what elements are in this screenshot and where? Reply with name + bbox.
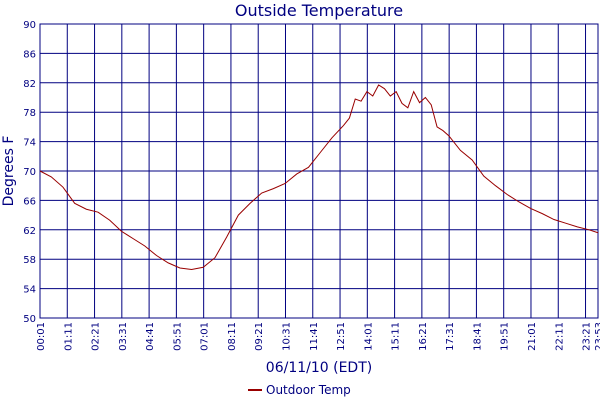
y-tick-label: 86 <box>23 49 36 60</box>
y-tick-label: 90 <box>23 20 36 31</box>
y-tick-label: 66 <box>23 196 36 207</box>
x-tick-label: 08:11 <box>227 322 238 351</box>
x-tick-label: 21:01 <box>527 322 538 351</box>
x-tick-label: 01:11 <box>63 322 74 351</box>
x-tick-label: 00:01 <box>36 322 47 351</box>
x-tick-label: 04:41 <box>145 322 156 351</box>
data-line <box>39 84 599 270</box>
chart-title: Outside Temperature <box>235 1 403 20</box>
y-tick-label: 62 <box>23 226 36 237</box>
y-tick-label: 74 <box>23 138 36 149</box>
x-tick-label: 11:41 <box>309 322 320 351</box>
x-tick-label: 16:21 <box>418 322 429 351</box>
legend-label: Outdoor Temp <box>266 383 351 397</box>
x-tick-label: 19:51 <box>500 322 511 351</box>
x-tick-label: 23:53 <box>594 322 600 351</box>
y-tick-label: 70 <box>23 167 36 178</box>
x-tick-label: 05:51 <box>172 322 183 351</box>
y-axis-label: Degrees F <box>1 136 17 207</box>
y-tick-label: 58 <box>23 255 36 266</box>
x-tick-label: 09:21 <box>254 322 265 351</box>
x-tick-label: 18:41 <box>472 322 483 351</box>
x-tick-label: 14:01 <box>363 322 374 351</box>
x-tick-label: 17:31 <box>445 322 456 351</box>
x-tick-label: 10:31 <box>281 322 292 351</box>
y-tick-label: 78 <box>23 108 36 119</box>
x-tick-label: 02:21 <box>91 322 102 351</box>
y-tick-label: 54 <box>23 285 36 296</box>
y-tick-label: 82 <box>23 79 36 90</box>
x-tick-label: 07:01 <box>200 322 211 351</box>
y-tick-label: 50 <box>23 314 36 325</box>
x-tick-label: 23:21 <box>582 322 593 351</box>
x-axis-label: 06/11/10 (EDT) <box>266 360 372 376</box>
x-tick-label: 22:11 <box>554 322 565 351</box>
x-tick-label: 15:11 <box>391 322 402 351</box>
x-tick-label: 12:51 <box>336 322 347 351</box>
x-tick-label: 03:31 <box>118 322 129 351</box>
